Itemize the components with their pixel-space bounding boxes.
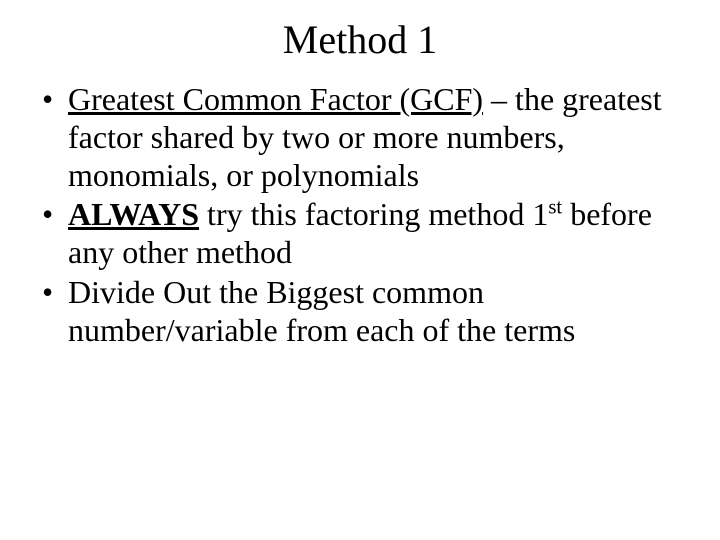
- bullet-rest-pre: try this factoring method 1: [207, 196, 548, 232]
- bullet-item: ALWAYS try this factoring method 1st bef…: [36, 196, 684, 272]
- bullet-item: Divide Out the Biggest common number/var…: [36, 274, 684, 350]
- bullet-separator: [199, 196, 207, 232]
- bullet-item: Greatest Common Factor (GCF) – the great…: [36, 81, 684, 194]
- bullet-lead: Greatest Common Factor (GCF): [68, 81, 483, 117]
- slide-title: Method 1: [36, 16, 684, 63]
- bullet-rest: Divide Out the Biggest common number/var…: [68, 274, 575, 348]
- bullet-lead: ALWAYS: [68, 196, 199, 232]
- bullet-list: Greatest Common Factor (GCF) – the great…: [36, 81, 684, 349]
- bullet-separator: –: [483, 81, 515, 117]
- bullet-rest-sup: st: [548, 196, 562, 219]
- slide: Method 1 Greatest Common Factor (GCF) – …: [0, 0, 720, 540]
